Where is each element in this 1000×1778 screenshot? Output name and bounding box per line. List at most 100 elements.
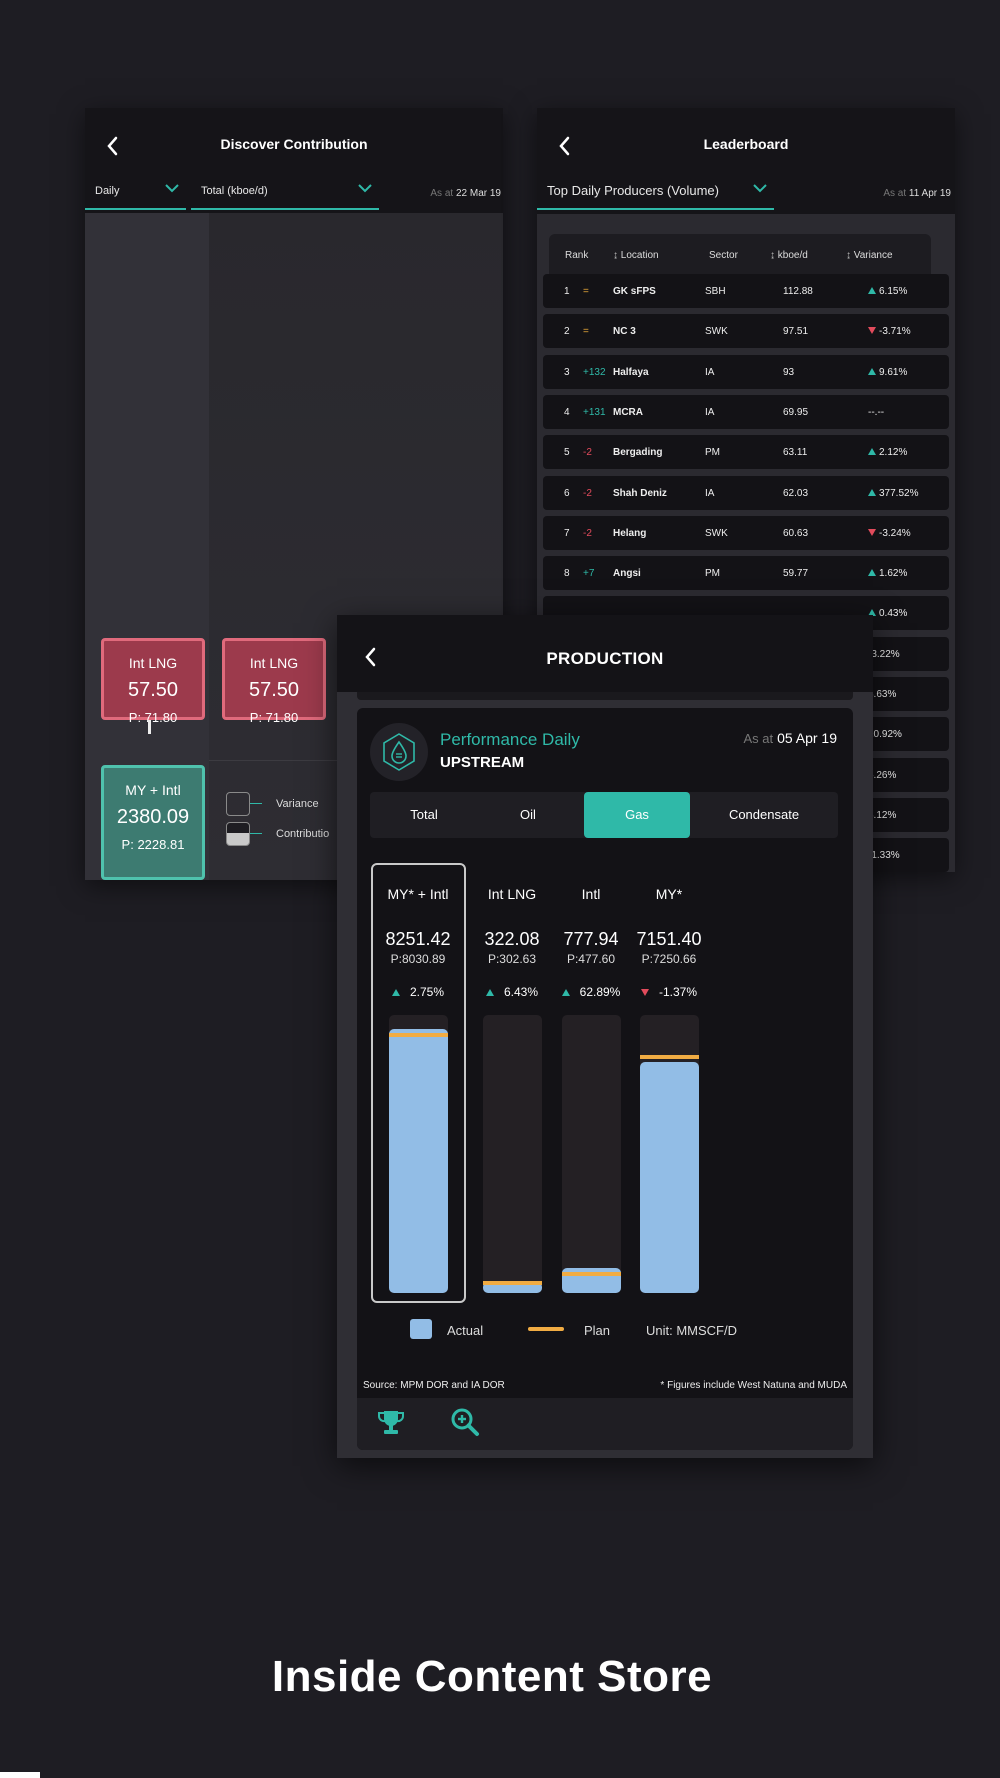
variance-value: 10.92% bbox=[868, 729, 902, 741]
sort-icon: ↨ bbox=[770, 250, 775, 261]
column-variance: 6.43% bbox=[467, 985, 557, 999]
rank-cell: 1 bbox=[564, 286, 570, 297]
column-variance-value: -1.37% bbox=[658, 985, 698, 999]
kboe-cell: 60.63 bbox=[783, 527, 809, 539]
variance-value: 8.12% bbox=[868, 809, 897, 821]
variance-cell: 377.52% bbox=[868, 488, 918, 499]
period-dropdown-value: Daily bbox=[95, 185, 120, 197]
triangle-down-icon bbox=[640, 989, 649, 996]
rank-cell: 8 bbox=[564, 568, 570, 580]
tab-oil[interactable]: Oil bbox=[520, 807, 536, 822]
sector-header[interactable]: Sector bbox=[709, 250, 738, 261]
table-row[interactable]: 1 = GK sFPS SBH 112.88 6.15% bbox=[543, 274, 949, 308]
trophy-icon[interactable] bbox=[375, 1407, 407, 1439]
contribution-card[interactable]: Int LNG 57.50 P: 71.80 bbox=[222, 638, 326, 725]
bar-track[interactable] bbox=[388, 1015, 448, 1293]
kboe-cell: 93 bbox=[783, 366, 795, 378]
as-at-label: As at bbox=[430, 188, 454, 199]
rank-change-cell: -2 bbox=[583, 447, 592, 459]
contribution-card[interactable]: Int LNG 57.50 P: 71.80 bbox=[101, 638, 205, 725]
tab-gas[interactable]: Gas bbox=[584, 792, 690, 838]
variance-cell: -3.22% bbox=[868, 649, 900, 660]
period-dropdown[interactable]: Daily bbox=[85, 174, 186, 210]
location-cell: Angsi bbox=[613, 568, 641, 580]
discover-as-at: As at 22 Mar 19 bbox=[430, 188, 501, 199]
variance-value: --.-- bbox=[868, 406, 885, 418]
card-name: MY + Intl bbox=[125, 782, 181, 798]
variance-cell: -1.33% bbox=[868, 850, 900, 861]
variance-cell: -3.71% bbox=[868, 326, 911, 337]
table-row[interactable]: 5 -2 Bergading PM 63.11 2.12% bbox=[543, 435, 949, 470]
kboe-cell: 112.88 bbox=[783, 286, 813, 297]
tab-condensate[interactable]: Condensate bbox=[728, 807, 800, 822]
back-chevron-icon[interactable] bbox=[555, 134, 575, 158]
variance-value: 6.26% bbox=[868, 769, 897, 781]
actual-bar bbox=[561, 1267, 621, 1293]
selected-column-frame bbox=[371, 863, 466, 1303]
zoom-in-icon[interactable] bbox=[449, 1406, 481, 1438]
as-at-date: 22 Mar 19 bbox=[455, 188, 501, 199]
column-variance-value: 2.75% bbox=[409, 985, 445, 999]
table-row[interactable]: 3 +132 Halfaya IA 93 9.61% bbox=[543, 354, 949, 389]
card-plan: P: 2228.81 bbox=[121, 837, 185, 852]
variance-header[interactable]: ↨ Variance bbox=[846, 250, 893, 261]
sector-cell: IA bbox=[705, 366, 715, 378]
location-header-label: Location bbox=[620, 250, 659, 261]
kboe-header[interactable]: ↨ kboe/d bbox=[770, 250, 808, 261]
card-value: 57.50 bbox=[127, 679, 179, 701]
sort-icon: ↨ bbox=[846, 250, 851, 261]
location-cell: Halfaya bbox=[613, 366, 649, 378]
table-row[interactable]: 4 +131 MCRA IA 69.95 --.-- bbox=[543, 394, 949, 429]
contribution-card-total[interactable]: MY + Intl 2380.09 P: 2228.81 bbox=[101, 765, 205, 880]
variance-cell: 10.92% bbox=[868, 729, 902, 740]
variance-cell: 2.12% bbox=[868, 447, 907, 458]
rank-change-cell: -2 bbox=[583, 527, 592, 539]
table-row[interactable]: 8 +7 Angsi PM 59.77 1.62% bbox=[543, 556, 949, 591]
bar-track[interactable] bbox=[482, 1015, 542, 1293]
production-title: PRODUCTION bbox=[546, 649, 664, 668]
tab-total[interactable]: Total bbox=[410, 807, 438, 822]
tree-connector bbox=[148, 720, 151, 734]
triangle-up-icon bbox=[868, 488, 876, 496]
variance-cell: 1.62% bbox=[868, 568, 907, 579]
variance-value: 6.15% bbox=[879, 286, 908, 297]
sector-cell: SBH bbox=[705, 286, 726, 297]
column-name: Intl bbox=[581, 886, 601, 902]
location-cell: Bergading bbox=[613, 447, 663, 459]
triangle-up-icon bbox=[868, 287, 876, 294]
bar-track[interactable] bbox=[639, 1015, 699, 1293]
header-strip bbox=[357, 692, 853, 700]
segment-title: UPSTREAM bbox=[440, 754, 525, 771]
sector-cell: SWK bbox=[705, 527, 728, 539]
chevron-down-icon bbox=[753, 184, 767, 193]
bar-track[interactable] bbox=[561, 1015, 621, 1293]
variance-value: 377.52% bbox=[879, 487, 919, 499]
as-at-date: 05 Apr 19 bbox=[777, 730, 837, 746]
location-cell: NC 3 bbox=[613, 326, 636, 338]
oil-drop-hexagon-icon bbox=[370, 723, 428, 781]
card-value: 2380.09 bbox=[116, 806, 190, 828]
metric-dropdown[interactable]: Total (kboe/d) bbox=[191, 174, 379, 210]
leaderboard-header: Leaderboard Top Daily Producers (Volume)… bbox=[537, 108, 955, 214]
card-name: Int LNG bbox=[249, 655, 299, 671]
variance-cell: 9.61% bbox=[868, 367, 907, 378]
location-header[interactable]: ↨ Location bbox=[613, 250, 659, 261]
sector-cell: PM bbox=[705, 447, 720, 459]
back-chevron-icon[interactable] bbox=[361, 645, 381, 669]
column-value: 7151.40 bbox=[636, 929, 702, 949]
card-plan: P: 71.80 bbox=[128, 710, 178, 725]
table-row[interactable]: 7 -2 Helang SWK 60.63 -3.24% bbox=[543, 515, 949, 550]
variance-value: 0.43% bbox=[879, 608, 908, 620]
location-cell: MCRA bbox=[613, 406, 643, 418]
rank-header[interactable]: Rank bbox=[565, 250, 589, 261]
plan-marker bbox=[639, 1055, 699, 1060]
table-row[interactable]: 6 -2 Shah Deniz IA 62.03 377.52% bbox=[543, 475, 949, 510]
column-plan: P:302.63 bbox=[487, 952, 537, 966]
producers-dropdown[interactable]: Top Daily Producers (Volume) bbox=[537, 174, 774, 210]
metric-dropdown-value: Total (kboe/d) bbox=[201, 185, 268, 197]
back-chevron-icon[interactable] bbox=[103, 134, 123, 158]
variance-cell: 6.26% bbox=[868, 770, 896, 781]
triangle-up-icon bbox=[391, 989, 400, 996]
table-row[interactable]: 2 = NC 3 SWK 97.51 -3.71% bbox=[543, 314, 949, 349]
card-plan: P: 71.80 bbox=[249, 710, 299, 725]
